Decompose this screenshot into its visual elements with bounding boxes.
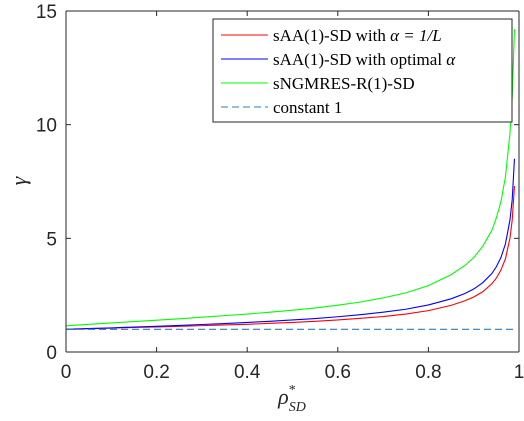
y-axis-label: γ (6, 175, 31, 185)
legend-label-math: α (446, 50, 456, 69)
x-tick-label: 0.2 (143, 362, 169, 383)
x-axis-label: ρ* SD (277, 383, 306, 415)
y-tick-label: 10 (36, 116, 57, 137)
y-tick-label: 15 (36, 2, 57, 23)
x-tick-label: 0 (61, 362, 72, 383)
x-axis-label-sup: * (289, 383, 296, 398)
series-layer (65, 29, 516, 330)
legend: sAA(1)-SD with α = 1/L sAA(1)-SD with opt… (212, 18, 513, 123)
y-ticks: 0 5 10 15 (36, 2, 519, 364)
x-tick-label: 0.6 (325, 362, 351, 383)
legend-label-2: sAA(1)-SD with optimal α (273, 50, 456, 69)
legend-entries: sAA(1)-SD with α = 1/L sAA(1)-SD with opt… (221, 26, 456, 117)
series-line-3 (65, 29, 516, 327)
x-tick-label: 0.8 (415, 362, 441, 383)
x-axis-label-sub: SD (289, 400, 306, 415)
legend-label-text: sAA(1)-SD with (273, 26, 390, 45)
legend-label-1: sAA(1)-SD with α = 1/L (273, 26, 442, 45)
legend-label-4: constant 1 (273, 98, 342, 117)
legend-label-text: sNGMRES-R(1)-SD (273, 74, 415, 93)
axes-box (65, 10, 520, 353)
series-line-1 (65, 186, 516, 330)
x-ticks: 0 0.2 0.4 0.6 0.8 1 (61, 11, 524, 383)
y-tick-label: 5 (46, 229, 57, 250)
legend-box (212, 18, 513, 123)
y-tick-label: 0 (46, 343, 57, 364)
legend-label-3: sNGMRES-R(1)-SD (273, 74, 415, 93)
x-axis-label-base: ρ (277, 384, 289, 409)
legend-label-text: sAA(1)-SD with optimal (273, 50, 446, 69)
legend-label-math: α = 1/L (390, 26, 442, 45)
series-line-2 (65, 158, 516, 330)
x-tick-label: 1 (514, 362, 524, 383)
x-tick-label: 0.4 (234, 362, 261, 383)
legend-label-text: constant 1 (273, 98, 342, 117)
